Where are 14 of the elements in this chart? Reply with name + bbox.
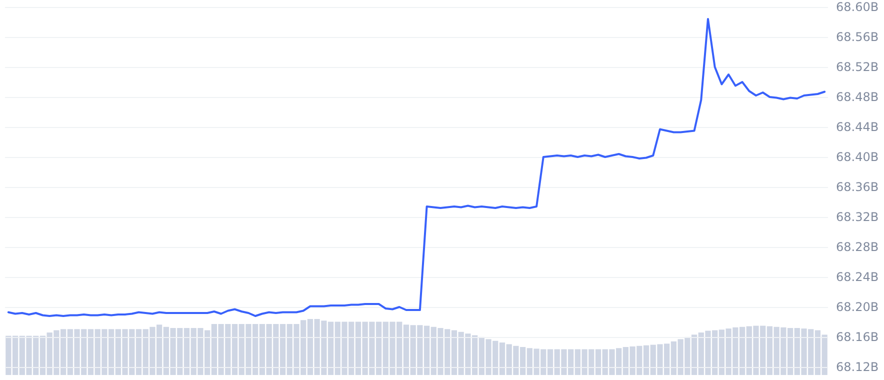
y-tick-label: 68.28B: [836, 240, 879, 254]
y-tick-label: 68.60B: [836, 0, 879, 14]
y-tick-label: 68.40B: [836, 150, 879, 164]
y-tick-label: 68.16B: [836, 330, 879, 344]
y-tick-label: 68.52B: [836, 60, 879, 74]
y-tick-label: 68.44B: [836, 120, 879, 134]
y-tick-label: 68.24B: [836, 270, 879, 284]
y-tick-label: 68.12B: [836, 360, 879, 374]
y-tick-label: 68.20B: [836, 300, 879, 314]
line-series: [7, 18, 826, 317]
y-tick-label: 68.36B: [836, 180, 879, 194]
y-tick-label: 68.56B: [836, 30, 879, 44]
y-tick-label: 68.48B: [836, 90, 879, 104]
y-tick-label: 68.32B: [836, 210, 879, 224]
